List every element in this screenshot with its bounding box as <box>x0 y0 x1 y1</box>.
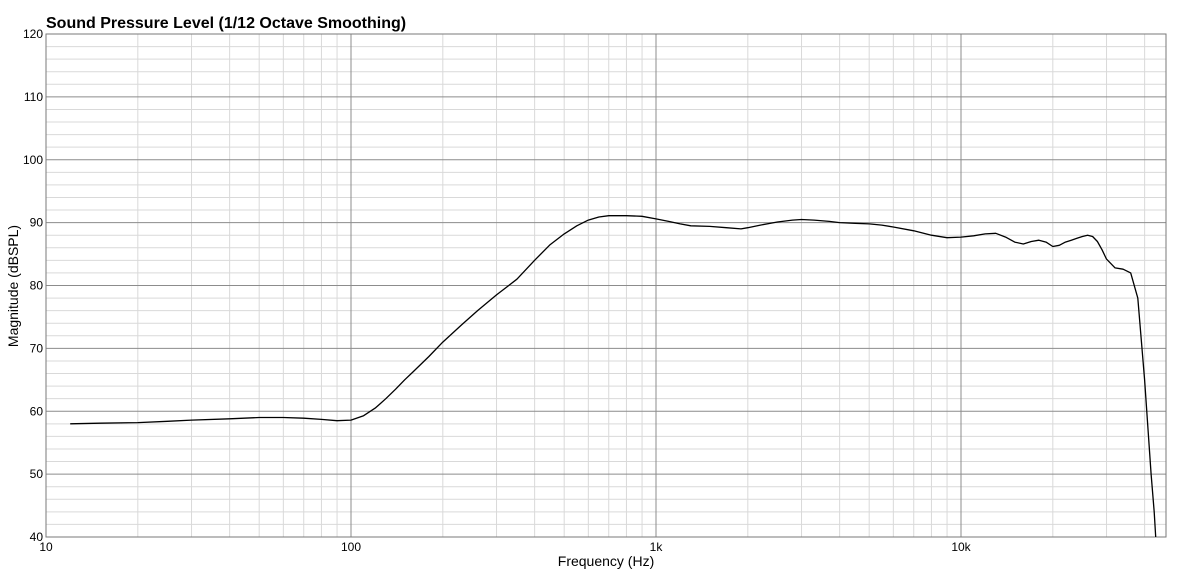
y-axis-label: Magnitude (dBSPL) <box>5 225 21 347</box>
y-tick-label: 50 <box>30 467 44 481</box>
spl-curve-line <box>70 215 1157 538</box>
plot-frame <box>45 33 1167 538</box>
chart-title: Sound Pressure Level (1/12 Octave Smooth… <box>46 15 407 32</box>
y-tick-label: 40 <box>30 530 44 544</box>
x-tick-label: 10 <box>39 540 53 554</box>
y-tick-label: 100 <box>23 153 43 167</box>
x-tick-label: 1k <box>650 540 664 554</box>
y-tick-label: 110 <box>24 90 43 104</box>
x-axis-label: Frequency (Hz) <box>558 553 654 569</box>
y-tick-label: 70 <box>30 341 44 355</box>
y-tick-label: 60 <box>30 404 44 418</box>
y-tick-label: 120 <box>23 27 43 41</box>
x-axis-tick-labels: 10 100 1k 10k <box>39 540 971 554</box>
y-axis-tick-labels: 40 50 60 70 80 90 100 110 120 <box>23 27 43 544</box>
y-tick-label: 90 <box>30 216 44 230</box>
x-tick-label: 10k <box>951 540 971 554</box>
x-tick-label: 100 <box>341 540 361 554</box>
y-tick-label: 80 <box>30 279 44 293</box>
